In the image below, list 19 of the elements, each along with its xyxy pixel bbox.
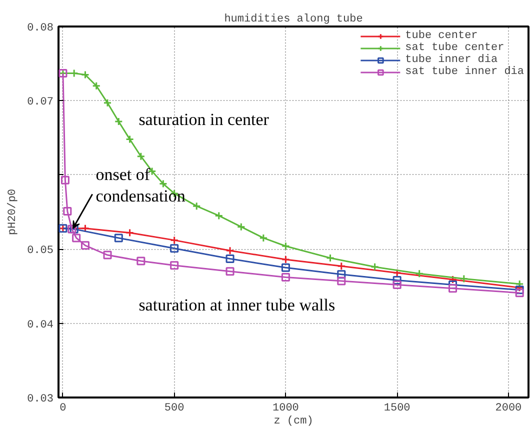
legend-label: sat tube inner dia [405, 66, 524, 78]
x-tick-label: 2000 [495, 402, 522, 414]
x-tick-label: 1500 [384, 402, 410, 414]
y-tick-label: 0.03 [27, 394, 54, 406]
x-axis-title: z (cm) [274, 416, 314, 428]
annotation: saturation in center [138, 110, 270, 129]
legend-label: sat tube center [405, 42, 504, 54]
x-tick-label: 0 [60, 402, 66, 414]
y-tick-label: 0.05 [27, 245, 54, 258]
legend-label: tube inner dia [405, 54, 498, 66]
y-tick-label: 0.07 [27, 96, 54, 109]
annotation: saturation at inner tube walls [138, 295, 336, 314]
x-tick-label: 1000 [272, 402, 299, 414]
x-tick-label: 500 [164, 402, 184, 414]
y-tick-label: 0.08 [27, 22, 54, 34]
legend-label: tube center [405, 30, 478, 42]
y-axis-title: pH20/p0 [7, 188, 20, 236]
y-tick-label: 0.04 [27, 319, 54, 332]
chart-title: humidities along tube [224, 14, 363, 26]
